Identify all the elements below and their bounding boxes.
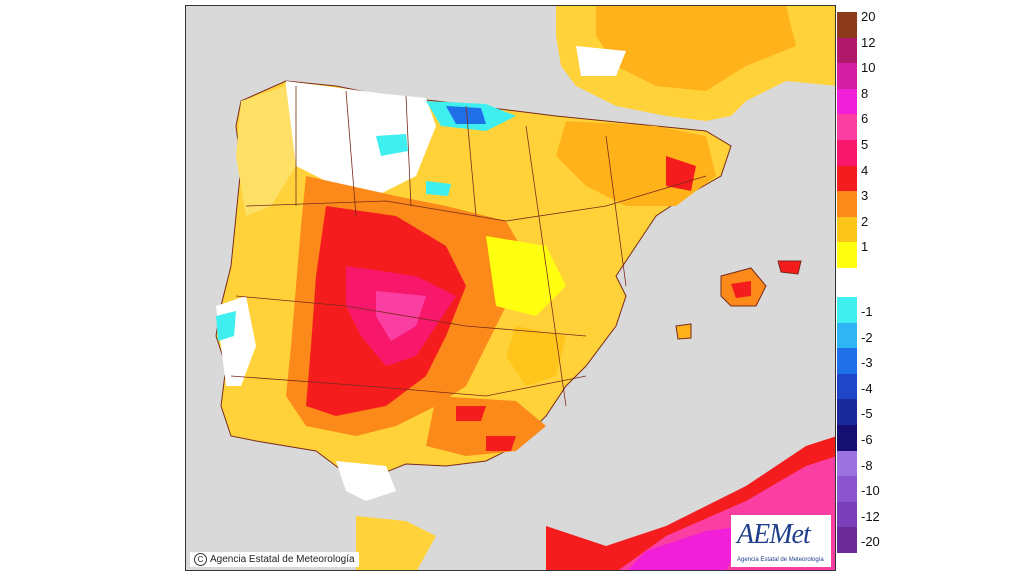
legend-swatch--20 [837,527,857,553]
legend-label-3: 3 [861,188,869,204]
logo-text: AEMet [737,519,811,550]
legend-label--20: -20 [861,534,880,550]
legend-swatch--4 [837,373,857,400]
legend-label-10: 10 [861,60,876,76]
legend-label--3: -3 [861,355,873,371]
legend-swatch-1 [837,242,857,268]
legend-label-1: 1 [861,239,869,255]
legend-label--2: -2 [861,329,873,345]
copyright-text: Agencia Estatal de Meteorología [210,554,355,565]
aemet-logo: AEMet Agencia Estatal de Meteorología [731,515,831,567]
legend-label--5: -5 [861,406,873,422]
legend-swatch--2 [837,322,857,349]
legend-swatch-6 [837,114,857,140]
legend-label--4: -4 [861,380,873,396]
temperature-anomaly-map: C Agencia Estatal de Meteorología AEMet A… [185,5,836,571]
legend-swatch--3 [837,348,857,374]
legend-swatch-3 [837,191,857,217]
logo-subtext: Agencia Estatal de Meteorología [737,557,824,563]
copyright-notice: C Agencia Estatal de Meteorología [190,552,359,567]
legend-label-8: 8 [861,85,869,101]
legend-swatch-8 [837,88,857,115]
legend-swatch-4 [837,165,857,192]
ibiza [675,323,692,340]
legend-label-4: 4 [861,162,869,178]
legend-swatch--10 [837,476,857,502]
legend-label-20: 20 [861,9,876,24]
legend-label-6: 6 [861,111,869,127]
legend-label--1: -1 [861,304,873,319]
legend-swatch-20 [837,12,857,38]
legend-label--6: -6 [861,432,873,447]
legend-swatch-10 [837,63,857,89]
legend-swatch-5 [837,140,857,166]
color-legend: 20 12 10 8 6 5 4 3 2 1 -1 -2 -3 -4 -5 -6 -8 -10 -12 -20 [837,9,907,568]
legend-swatch-12 [837,37,857,64]
legend-label--12: -12 [861,508,880,524]
legend-swatch--1 [837,297,857,323]
legend-label--10: -10 [861,483,880,499]
legend-swatch--6 [837,425,857,451]
copyright-icon: C [194,553,207,566]
legend-swatch--8 [837,450,857,477]
legend-label-5: 5 [861,137,869,152]
province-borders [230,86,707,407]
legend-swatch-2 [837,216,857,243]
legend-label-2: 2 [861,213,869,229]
legend-swatch--5 [837,399,857,425]
menorca [777,260,802,275]
legend-swatch--12 [837,501,857,528]
legend-label-12: 12 [861,34,876,50]
map-canvas [186,6,835,570]
legend-label--8: -8 [861,457,873,473]
